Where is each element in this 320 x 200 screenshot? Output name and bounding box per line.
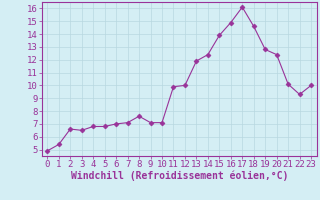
X-axis label: Windchill (Refroidissement éolien,°C): Windchill (Refroidissement éolien,°C) [70, 171, 288, 181]
